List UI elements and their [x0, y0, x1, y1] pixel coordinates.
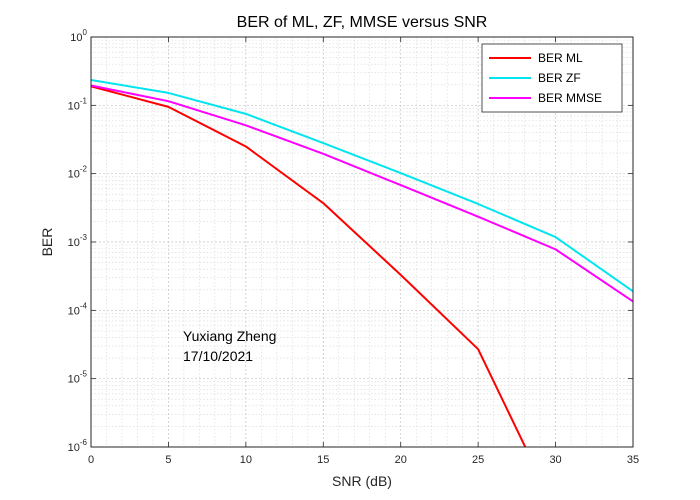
y-tick-base: 10	[70, 32, 82, 44]
series-lines	[91, 78, 633, 447]
chart-title: BER of ML, ZF, MMSE versus SNR	[237, 14, 488, 31]
y-tick-base: 10	[68, 237, 80, 249]
y-tick-label: 10-4	[68, 301, 88, 317]
y-tick-exponent: -2	[80, 165, 88, 174]
y-tick-label: 10-2	[68, 165, 88, 181]
y-tick-exponent: -1	[80, 96, 88, 105]
x-tick-label: 25	[472, 454, 484, 466]
y-axis-label: BER	[39, 228, 55, 257]
y-tick-label: 100	[70, 28, 87, 44]
x-tick-label: 10	[240, 454, 252, 466]
x-tick-label: 5	[165, 454, 171, 466]
x-tick-label: 30	[549, 454, 561, 466]
legend: BER ML BER ZF BER MMSE	[481, 43, 623, 113]
grid	[90, 36, 634, 448]
axis-ticks: 0 5 10 15 20 25 30 3510010-110-210-310-410-510-…	[68, 28, 640, 466]
x-tick-label: 15	[317, 454, 329, 466]
series-line-ber-mmse	[91, 84, 633, 303]
y-tick-label: 10-6	[68, 438, 88, 454]
y-tick-base: 10	[68, 374, 80, 386]
series-line-ber-zf	[91, 78, 633, 293]
x-axis-label: SNR (dB)	[332, 473, 392, 489]
date-annotation: 17/10/2021	[183, 348, 253, 364]
y-tick-label: 10-3	[68, 233, 88, 249]
y-tick-exponent: -6	[80, 438, 88, 447]
author-annotation: Yuxiang Zheng	[183, 328, 276, 344]
y-tick-base: 10	[68, 169, 80, 181]
y-tick-exponent: -4	[80, 301, 88, 310]
y-tick-label: 10-5	[68, 370, 88, 386]
y-tick-exponent: 0	[83, 28, 88, 37]
x-tick-label: 35	[627, 454, 639, 466]
y-tick-base: 10	[68, 100, 80, 112]
y-tick-exponent: -5	[80, 370, 88, 379]
legend-label-zf: BER ZF	[538, 71, 581, 85]
y-tick-base: 10	[68, 305, 80, 317]
x-tick-label: 0	[88, 454, 94, 466]
x-tick-label: 20	[395, 454, 407, 466]
y-tick-base: 10	[68, 442, 80, 454]
series-line-ber-ml	[91, 85, 527, 447]
y-tick-label: 10-1	[68, 96, 88, 112]
y-tick-exponent: -3	[80, 233, 88, 242]
legend-label-ml: BER ML	[538, 51, 583, 65]
legend-label-mmse: BER MMSE	[538, 91, 602, 105]
